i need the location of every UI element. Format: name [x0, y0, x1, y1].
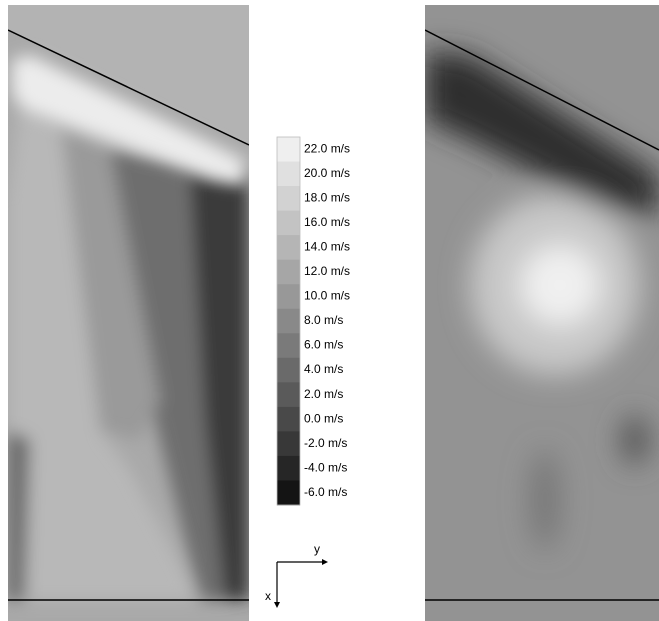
left-field — [8, 5, 249, 621]
colorbar-label: 4.0 m/s — [304, 362, 343, 376]
colorbar-label: -2.0 m/s — [304, 436, 347, 450]
colorbar-swatch — [277, 186, 300, 211]
colorbar-swatch — [277, 456, 300, 481]
colorbar-label: 2.0 m/s — [304, 387, 343, 401]
colorbar-label: 16.0 m/s — [304, 215, 350, 229]
colorbar-swatch — [277, 211, 300, 236]
colorbar-label: 20.0 m/s — [304, 166, 350, 180]
colorbar-swatch — [277, 431, 300, 456]
colorbar-label: 6.0 m/s — [304, 338, 343, 352]
colorbar-label: 0.0 m/s — [304, 411, 343, 425]
colorbar-label: 14.0 m/s — [304, 240, 350, 254]
colorbar-swatch — [277, 137, 300, 162]
colorbar-label: 18.0 m/s — [304, 191, 350, 205]
colorbar-swatch — [277, 407, 300, 432]
colorbar-swatch — [277, 309, 300, 334]
colorbar-label: 22.0 m/s — [304, 141, 350, 155]
colorbar-label: -4.0 m/s — [304, 460, 347, 474]
right-field — [425, 5, 659, 621]
colorbar-swatch — [277, 260, 300, 285]
axis-indicator: y x — [265, 542, 328, 608]
colorbar-swatch — [277, 235, 300, 260]
colorbar-swatch — [277, 333, 300, 358]
colorbar-swatch — [277, 284, 300, 309]
colorbar-label: 10.0 m/s — [304, 289, 350, 303]
colorbar-swatch — [277, 162, 300, 187]
axis-label: y — [314, 542, 320, 556]
colorbar-swatch — [277, 480, 300, 505]
axis-label: x — [265, 589, 271, 603]
colorbar-label: 8.0 m/s — [304, 313, 343, 327]
figure: 22.0 m/s 20.0 m/s 18.0 m/s 16.0 m/s 14.0 m/s… — [0, 0, 659, 621]
colorbar: 22.0 m/s 20.0 m/s 18.0 m/s 16.0 m/s 14.0 m/s… — [277, 137, 350, 506]
colorbar-swatch — [277, 382, 300, 407]
colorbar-label: 12.0 m/s — [304, 264, 350, 278]
colorbar-label: -6.0 m/s — [304, 485, 347, 499]
colorbar-swatch — [277, 358, 300, 383]
